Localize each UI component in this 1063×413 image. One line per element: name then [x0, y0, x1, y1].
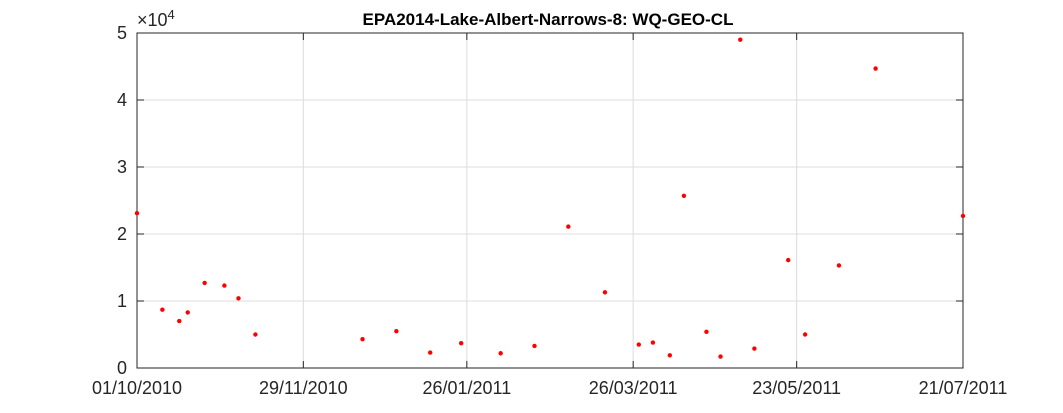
x-tick-label: 21/07/2011: [919, 378, 1008, 398]
data-point: [458, 341, 464, 346]
data-point: [786, 257, 791, 263]
data-point: [566, 224, 571, 229]
data-point: [498, 351, 503, 356]
data-point: [636, 342, 642, 347]
data-point: [177, 318, 182, 324]
plot-frame: [136, 32, 964, 369]
chart-title: EPA2014-Lake-Albert-Narrows-8: WQ-GEO-CL: [363, 10, 734, 29]
y-axis-exponent-base: ×10: [137, 10, 168, 30]
data-point: [394, 328, 399, 334]
axis-ticks: 01/10/2010 29/11/2010 26/01/2011 26/03/2011…: [92, 23, 1007, 398]
data-point: [873, 66, 878, 71]
y-tick-label: 4: [117, 90, 127, 110]
x-tick-label: 29/11/2010: [259, 378, 348, 398]
data-point: [960, 213, 966, 219]
data-point: [222, 283, 227, 288]
data-point: [738, 37, 743, 42]
data-point: [667, 353, 673, 358]
x-tick-label: 01/10/2010: [92, 378, 182, 398]
y-tick-label: 2: [117, 224, 127, 244]
data-point: [185, 310, 190, 315]
data-point: [681, 193, 687, 199]
data-points: [134, 37, 966, 359]
data-point: [704, 329, 709, 335]
data-point: [427, 350, 433, 355]
data-point: [718, 354, 723, 359]
x-tick-label: 23/05/2011: [752, 378, 841, 398]
data-point: [836, 263, 842, 268]
y-tick-label: 3: [117, 157, 127, 177]
grid: [137, 33, 963, 368]
data-point: [752, 346, 757, 351]
y-axis-exponent-power: 4: [168, 7, 175, 22]
data-point: [202, 280, 207, 286]
y-axis-exponent-label: ×104: [137, 7, 175, 30]
data-point: [360, 336, 365, 342]
y-tick-label: 1: [117, 291, 127, 311]
data-point: [650, 340, 656, 345]
data-point: [134, 211, 140, 216]
data-point: [532, 343, 537, 349]
data-point: [602, 290, 608, 295]
x-tick-label: 26/01/2011: [422, 378, 511, 398]
data-point: [253, 332, 258, 337]
data-point: [236, 296, 241, 301]
y-tick-label: 0: [117, 358, 127, 378]
x-tick-label: 26/03/2011: [589, 378, 678, 398]
data-point: [802, 332, 808, 337]
y-tick-label: 5: [117, 23, 127, 43]
data-point: [160, 307, 165, 312]
